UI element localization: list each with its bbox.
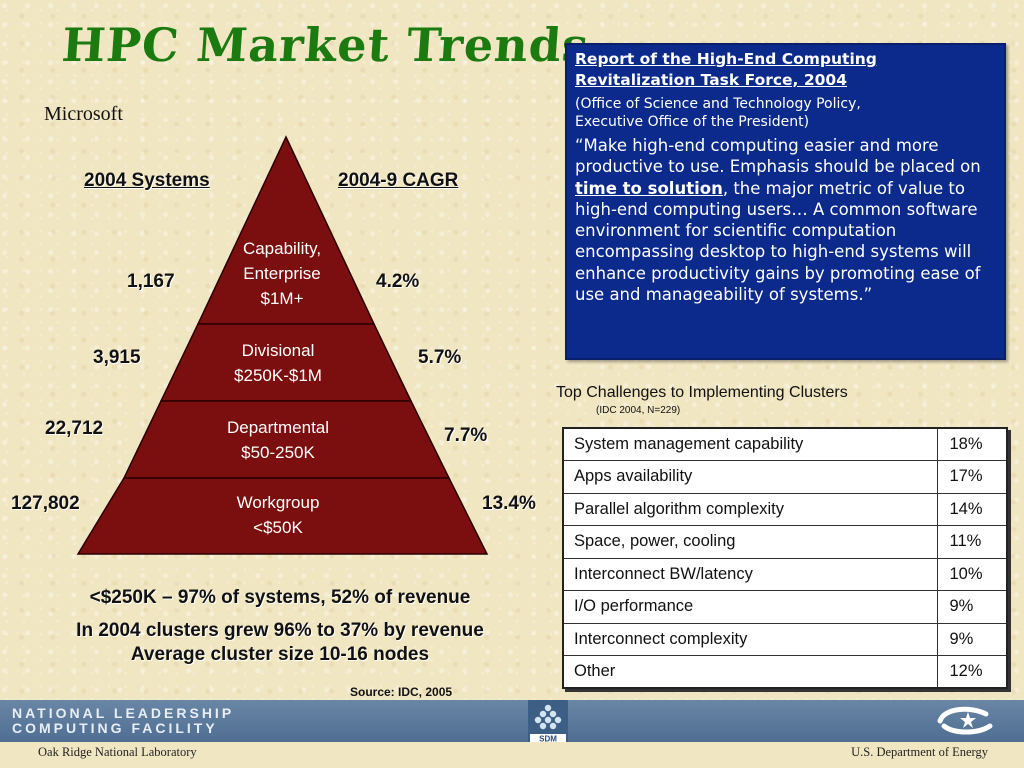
tier-label-capability: Capability, Enterprise $1M+ <box>242 239 322 308</box>
market-pyramid <box>76 135 489 555</box>
sdm-label: SDM <box>539 735 557 744</box>
tier-label-divisional: Divisional $250K-$1M <box>234 341 322 385</box>
ornl-caption: Oak Ridge National Laboratory <box>38 745 197 759</box>
report-title: Report of the High-End Computing Revital… <box>575 50 877 89</box>
systems-header: 2004 Systems <box>84 170 210 191</box>
cagr-divisional: 5.7% <box>418 347 462 368</box>
challenges-note: (IDC 2004, N=229) <box>596 405 681 416</box>
table-row: Parallel algorithm complexity 14% <box>562 492 1008 526</box>
tier-label-departmental: Departmental $50-250K <box>226 418 330 462</box>
cagr-header: 2004-9 CAGR <box>338 170 459 191</box>
report-box: Report of the High-End Computing Revital… <box>565 43 1006 360</box>
company-name: Microsoft <box>44 103 123 125</box>
challenges-title: Top Challenges to Implementing Clusters <box>556 384 848 401</box>
systems-count-capability: 1,167 <box>127 271 175 292</box>
systems-count-departmental: 22,712 <box>45 418 104 439</box>
summary-line-1: <$250K – 97% of systems, 52% of revenue <box>89 587 471 608</box>
table-row: Interconnect complexity 9% <box>562 622 1008 656</box>
footer-caption-strip <box>0 742 1024 768</box>
source-note: Source: IDC, 2005 <box>350 685 453 699</box>
challenges-table: System management capability 18% Apps ava… <box>562 427 1008 689</box>
systems-count-workgroup: 127,802 <box>11 493 80 514</box>
pyramid-tier-workgroup <box>76 477 489 555</box>
cagr-workgroup: 13.4% <box>482 493 536 514</box>
table-row: System management capability 18% <box>562 427 1008 461</box>
table-row: Apps availability 17% <box>562 460 1008 494</box>
doe-logo-icon <box>937 706 993 735</box>
table-row: Other 12% <box>562 655 1008 689</box>
nlcf-logo-text: NATIONAL LEADERSHIP COMPUTING FACILITY <box>12 705 235 736</box>
doe-caption: U.S. Department of Energy <box>851 745 988 759</box>
sdm-logo-icon: SDM <box>528 700 568 744</box>
report-subtitle: (Office of Science and Technology Policy… <box>575 96 861 130</box>
summary-line-3: Average cluster size 10-16 nodes <box>130 644 430 665</box>
footer-band: NATIONAL LEADERSHIP COMPUTING FACILITY <box>0 700 1024 742</box>
systems-count-divisional: 3,915 <box>93 347 141 368</box>
table-row: I/O performance 9% <box>562 590 1008 624</box>
cagr-departmental: 7.7% <box>444 425 488 446</box>
table-row: Interconnect BW/latency 10% <box>562 557 1008 591</box>
tier-label-workgroup: Workgroup <$50K <box>236 493 320 537</box>
quote-emphasis: time to solution <box>575 178 723 198</box>
summary-line-2: In 2004 clusters grew 96% to 37% by reve… <box>76 620 484 641</box>
cagr-capability: 4.2% <box>376 271 420 292</box>
report-quote: “Make high-end computing easier and more… <box>575 136 981 305</box>
table-row: Space, power, cooling 11% <box>562 525 1008 559</box>
